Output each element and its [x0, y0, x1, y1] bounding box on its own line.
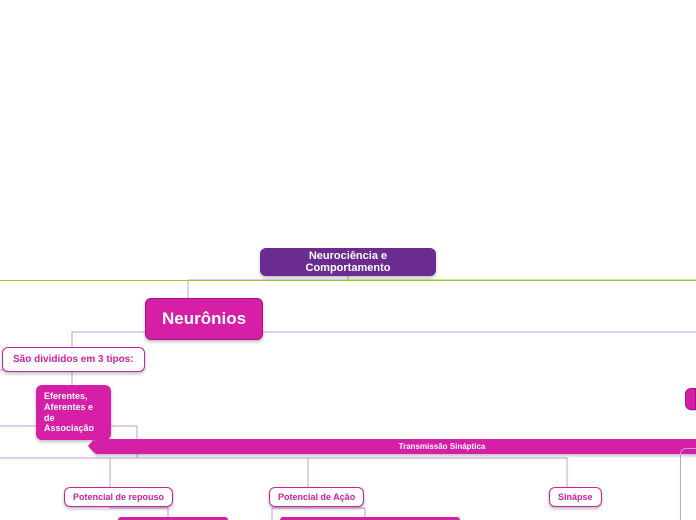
repouso-label: Potencial de repouso: [73, 492, 164, 502]
neuronios-label: Neurônios: [162, 309, 246, 329]
partial-bottom-3: [680, 448, 696, 520]
tipos-label: São divididos em 3 tipos:: [13, 354, 134, 365]
transmissao-label: Transmissão Sináptica: [399, 442, 486, 451]
green-divider: [0, 280, 696, 281]
sinapse-label: Sinápse: [558, 492, 593, 502]
acao-label: Potencial de Ação: [278, 492, 355, 502]
sinapse-node[interactable]: Sinápse: [549, 487, 602, 507]
tipos-node[interactable]: São divididos em 3 tipos:: [2, 347, 145, 372]
root-node[interactable]: Neurociência e Comportamento: [260, 248, 436, 276]
acao-node[interactable]: Potencial de Ação: [269, 487, 364, 507]
partial-node-right[interactable]: [685, 388, 696, 410]
repouso-node[interactable]: Potencial de repouso: [64, 487, 173, 507]
eferentes-node[interactable]: Eferentes, Aferentes e de Associação: [36, 385, 111, 440]
transmissao-node[interactable]: Transmissão Sináptica: [94, 439, 696, 454]
eferentes-label: Eferentes, Aferentes e de Associação: [44, 391, 103, 434]
neuronios-node[interactable]: Neurônios: [145, 298, 263, 340]
root-label: Neurociência e Comportamento: [274, 250, 422, 274]
